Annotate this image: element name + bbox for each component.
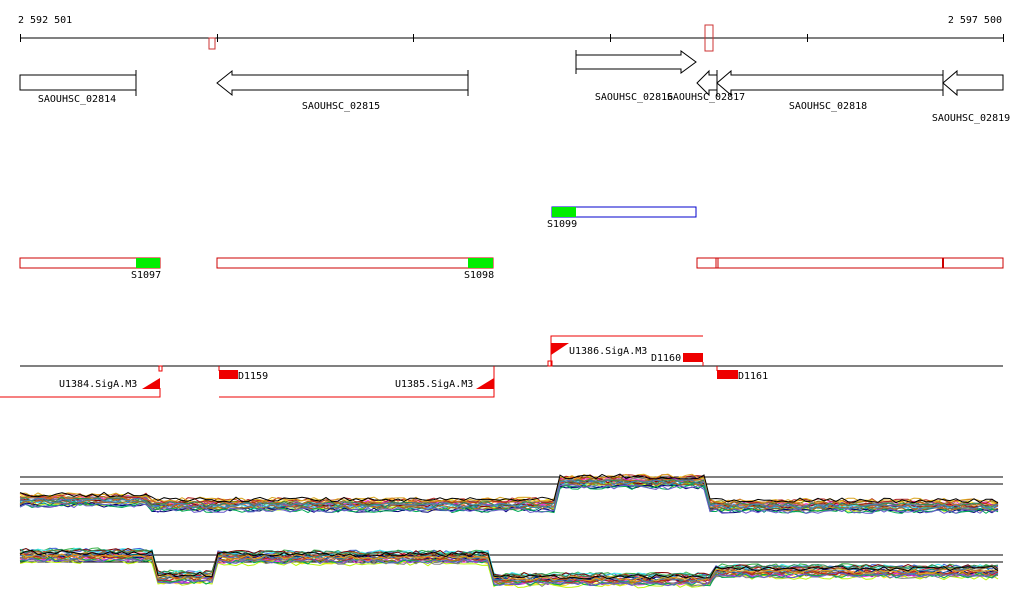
promoter-label: U1385.SigA.M3 <box>395 379 473 390</box>
segment-fill <box>468 258 493 268</box>
terminator-mark <box>219 370 238 379</box>
terminator-mark <box>683 353 703 362</box>
ruler-end-label: 2 597 500 <box>948 15 1002 26</box>
promoter-extent <box>550 335 703 366</box>
expression-profile-line <box>19 556 999 587</box>
gene-saouhsc-02818[interactable]: SAOUHSC_02818 <box>716 69 944 112</box>
segment-s1097[interactable]: S1097 <box>19 257 161 281</box>
segment-s1099[interactable]: S1099 <box>547 206 697 230</box>
ruler-marker-tall <box>704 24 714 52</box>
gene-label: SAOUHSC_02816 <box>595 92 673 103</box>
segment-s1098[interactable]: S1098 <box>216 257 494 281</box>
gene-saouhsc-02814[interactable]: SAOUHSC_02814 <box>19 70 137 105</box>
ruler-ticks <box>20 34 1004 42</box>
gene-arrow <box>216 69 469 97</box>
ruler-marker-small <box>208 37 216 50</box>
expression-track-upper <box>19 473 1003 514</box>
expression-track-lower <box>19 547 1003 589</box>
terminator-d1159[interactable]: D1159 <box>218 366 268 382</box>
segment-label: S1097 <box>131 270 161 281</box>
promoter-flag <box>142 378 160 389</box>
promoter-label: U1384.SigA.M3 <box>59 379 137 390</box>
gene-arrow <box>575 50 697 74</box>
terminator-label: D1161 <box>738 371 768 382</box>
segment-unlabeled-right[interactable] <box>696 257 1004 269</box>
promoter-u1386[interactable]: U1386.SigA.M3 <box>547 335 703 367</box>
expression-profile-line <box>19 484 999 514</box>
segment-fill <box>552 207 576 217</box>
gene-label: SAOUHSC_02815 <box>302 101 380 112</box>
expression-profile-line <box>19 478 999 509</box>
gene-label: SAOUHSC_02814 <box>38 94 116 105</box>
segment-box <box>696 257 1004 269</box>
coordinate-ruler: 2 592 501 2 597 500 <box>18 15 1004 52</box>
gene-label: SAOUHSC_02818 <box>789 101 867 112</box>
segment-fill <box>136 258 160 268</box>
terminator-label: D1160 <box>651 353 681 364</box>
expression-profile-line <box>19 473 999 504</box>
gene-saouhsc-02819[interactable]: SAOUHSC_02819 <box>932 69 1010 124</box>
expression-profiles <box>19 547 999 589</box>
gene-arrow <box>942 69 1004 97</box>
gene-track: SAOUHSC_02814 SAOUHSC_02815 SAOUHSC_0281… <box>19 50 1010 124</box>
promoter-u1385[interactable]: U1385.SigA.M3 <box>219 366 495 398</box>
promoter-site <box>547 360 553 367</box>
gene-label: SAOUHSC_02819 <box>932 113 1010 124</box>
promoter-u1384[interactable]: U1384.SigA.M3 <box>0 365 163 398</box>
gene-arrow <box>19 74 137 91</box>
gene-arrow <box>716 69 944 97</box>
segment-label: S1098 <box>464 270 494 281</box>
gene-saouhsc-02815[interactable]: SAOUHSC_02815 <box>216 69 469 112</box>
expression-profile-line <box>19 547 999 578</box>
segment-box <box>216 257 494 269</box>
regulatory-track: U1384.SigA.M3 D1159 U1385.SigA.M3 U1386.… <box>0 335 1003 398</box>
promoter-extent <box>0 388 161 398</box>
terminator-mark <box>717 370 738 379</box>
expression-profile-line <box>19 552 999 582</box>
terminator-label: D1159 <box>238 371 268 382</box>
promoter-extent <box>219 366 495 398</box>
promoter-flag <box>476 378 494 389</box>
expression-profile-line <box>19 549 999 580</box>
gene-label: SAOUHSC_02817 <box>667 92 745 103</box>
segment-label: S1099 <box>547 219 577 230</box>
promoter-label: U1386.SigA.M3 <box>569 346 647 357</box>
promoter-site <box>158 365 163 372</box>
ruler-start-label: 2 592 501 <box>18 15 72 26</box>
segment-track: S1099 S1097 S1098 <box>19 206 1004 281</box>
expression-profiles <box>19 473 999 514</box>
gene-saouhsc-02816[interactable]: SAOUHSC_02816 <box>575 50 697 103</box>
expression-profile-line <box>19 479 999 510</box>
terminator-d1160[interactable]: D1160 <box>651 353 704 366</box>
promoter-flag <box>551 343 569 355</box>
expression-profile-line <box>19 481 999 511</box>
gene-arrow <box>696 69 718 97</box>
terminator-d1161[interactable]: D1161 <box>716 366 768 382</box>
